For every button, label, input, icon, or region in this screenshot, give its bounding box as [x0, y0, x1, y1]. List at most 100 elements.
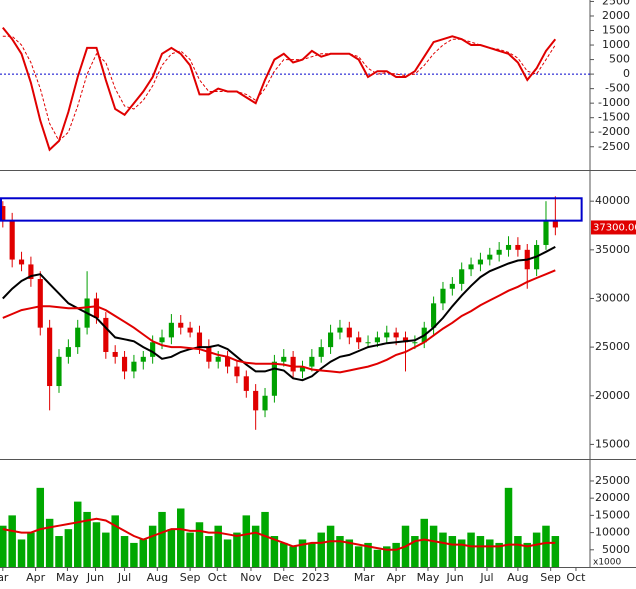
volume-bar — [17, 539, 26, 567]
last-price-box — [591, 220, 636, 235]
volume-bar — [495, 542, 503, 567]
volume-bar — [317, 532, 325, 567]
volume-bar — [45, 518, 54, 567]
candle-body — [318, 347, 324, 357]
candle-body — [346, 327, 352, 338]
x-tick-label: ar — [0, 571, 9, 584]
candle-body — [224, 356, 231, 367]
candle-body — [206, 347, 212, 362]
volume-bar — [120, 536, 129, 567]
y-tick-label: 25000 — [595, 340, 630, 353]
volume-bar — [261, 511, 269, 567]
volume-bar — [392, 542, 400, 567]
volume-bar — [289, 546, 297, 567]
candle-body — [309, 356, 315, 367]
volume-bar — [130, 542, 138, 567]
candle-body — [187, 327, 193, 333]
volume-bar — [364, 542, 372, 567]
x-tick-label: Jun — [86, 571, 104, 584]
volume-bar — [158, 511, 166, 567]
x-tick-label: Sep — [540, 571, 561, 584]
volume-bar — [205, 536, 213, 567]
x-tick-label: Jul — [117, 571, 131, 584]
volume-bar — [457, 539, 466, 567]
candle-body — [9, 220, 15, 260]
volume-bar — [467, 532, 475, 567]
candle-body — [365, 342, 371, 344]
y-tick-label: -500 — [605, 82, 630, 95]
volume-bar — [55, 536, 63, 567]
volume-bar — [270, 536, 279, 567]
x-tick-label: Oct — [566, 571, 586, 584]
candle-body — [262, 395, 268, 411]
candle-body — [356, 337, 362, 343]
candle-body — [374, 337, 380, 343]
y-tick-label: 1000 — [602, 38, 630, 51]
volume-bar — [354, 546, 363, 567]
volume-bar — [383, 546, 391, 567]
x-tick-label: Oct — [208, 571, 228, 584]
candle-body — [271, 361, 277, 396]
x-tick-label: Aug — [507, 571, 528, 584]
volume-bar — [27, 532, 35, 567]
y-tick-label: 2000 — [602, 9, 630, 22]
volume-bar — [486, 539, 494, 567]
volume-bar — [177, 508, 185, 567]
candle-body — [196, 332, 203, 348]
volume-bar — [92, 522, 101, 567]
candle-body — [159, 337, 165, 343]
x-tick-label: Apr — [26, 571, 46, 584]
candle-body — [93, 298, 100, 318]
volume-bar — [420, 518, 428, 567]
candle-body — [384, 332, 390, 338]
volume-bar — [102, 532, 110, 567]
x-tick-label: Jul — [479, 571, 493, 584]
volume-bar — [336, 536, 344, 567]
y-tick-label: 15000 — [595, 508, 630, 521]
candle-body — [412, 342, 418, 344]
candle-body — [496, 249, 502, 255]
candle-body — [18, 259, 25, 265]
candle-body — [543, 220, 549, 245]
volume-bar — [523, 542, 531, 567]
x-tick-label: May — [56, 571, 79, 584]
y-tick-label: 40000 — [595, 194, 630, 207]
volume-bar — [476, 536, 485, 567]
volume-bar — [214, 525, 222, 567]
last-price-label: 37300.00 — [593, 222, 636, 233]
volume-bar — [448, 536, 457, 567]
volume-bar — [345, 539, 354, 567]
x-tick-label: Sep — [180, 571, 201, 584]
candle-body — [37, 279, 43, 328]
volume-bar — [139, 539, 148, 567]
candle-body — [515, 244, 521, 250]
series-line — [2, 35, 556, 142]
candle-body — [290, 356, 296, 372]
candle-body — [440, 288, 446, 304]
volume-bar — [8, 515, 16, 567]
candle-body — [431, 303, 437, 328]
x-tick-label: Apr — [387, 571, 407, 584]
y-tick-label: 1500 — [602, 24, 630, 37]
volume-bar — [532, 532, 541, 567]
y-tick-label: 30000 — [595, 291, 630, 304]
volume-bar — [411, 536, 419, 567]
volume-bar — [551, 536, 560, 567]
y-tick-label: -2500 — [598, 140, 630, 153]
unit-label: x1000 — [593, 558, 622, 568]
candle-body — [253, 390, 259, 411]
candle-body — [393, 332, 399, 338]
candle-body — [234, 366, 240, 377]
candle-body — [75, 327, 81, 348]
highlight-zone — [0, 197, 583, 222]
series-line — [2, 246, 556, 382]
candle-body — [337, 327, 343, 333]
y-tick-label: 25000 — [595, 474, 630, 487]
volume-bar — [326, 525, 335, 567]
volume-bar — [298, 539, 307, 567]
volume-bar — [223, 539, 232, 567]
candle-body — [281, 356, 287, 362]
